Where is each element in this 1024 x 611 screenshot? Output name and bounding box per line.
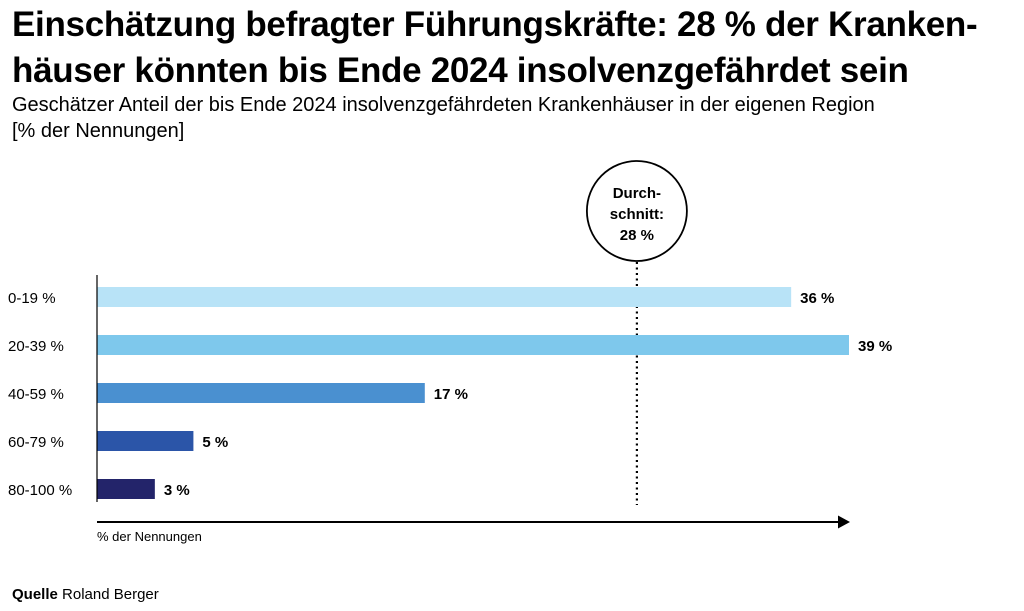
average-label-line-1: Durch- xyxy=(613,185,661,202)
x-axis-arrowhead xyxy=(838,515,850,529)
bar-5 xyxy=(97,479,155,499)
category-label: 0-19 % xyxy=(8,290,56,307)
bar-1 xyxy=(97,287,792,307)
average-label-line-2: schnitt: xyxy=(610,206,664,223)
chart-subtitle-line-1: Geschätzer Anteil der bis Ende 2024 inso… xyxy=(12,94,875,116)
average-label-line-3: 28 % xyxy=(620,227,654,244)
chart-title-line-1: Einschätzung befragter Führungskräfte: 2… xyxy=(12,5,978,44)
value-label: 3 % xyxy=(164,482,190,499)
value-label: 17 % xyxy=(434,386,468,403)
chart-subtitle: Geschätzer Anteil der bis Ende 2024 inso… xyxy=(12,92,1012,144)
chart-title-line-2: häuser könnten bis Ende 2024 insolvenzge… xyxy=(12,51,909,90)
x-axis-label: % der Nennungen xyxy=(97,529,202,544)
category-label: 80-100 % xyxy=(8,482,72,499)
category-label: 40-59 % xyxy=(8,386,64,403)
bar-3 xyxy=(97,383,425,403)
value-label: 39 % xyxy=(858,338,892,355)
chart-title: Einschätzung befragter Führungskräfte: 2… xyxy=(12,2,1012,94)
bar-4 xyxy=(97,431,194,451)
source-text: Roland Berger xyxy=(62,586,159,603)
value-label: 36 % xyxy=(800,290,834,307)
category-label: 20-39 % xyxy=(8,338,64,355)
value-label: 5 % xyxy=(202,434,228,451)
category-label: 60-79 % xyxy=(8,434,64,451)
chart-subtitle-line-2: [% der Nennungen] xyxy=(12,120,185,142)
average-circle xyxy=(585,160,688,262)
source-label: Quelle xyxy=(12,586,58,603)
source-note: Quelle Roland Berger xyxy=(12,586,159,603)
bar-2 xyxy=(97,335,849,355)
